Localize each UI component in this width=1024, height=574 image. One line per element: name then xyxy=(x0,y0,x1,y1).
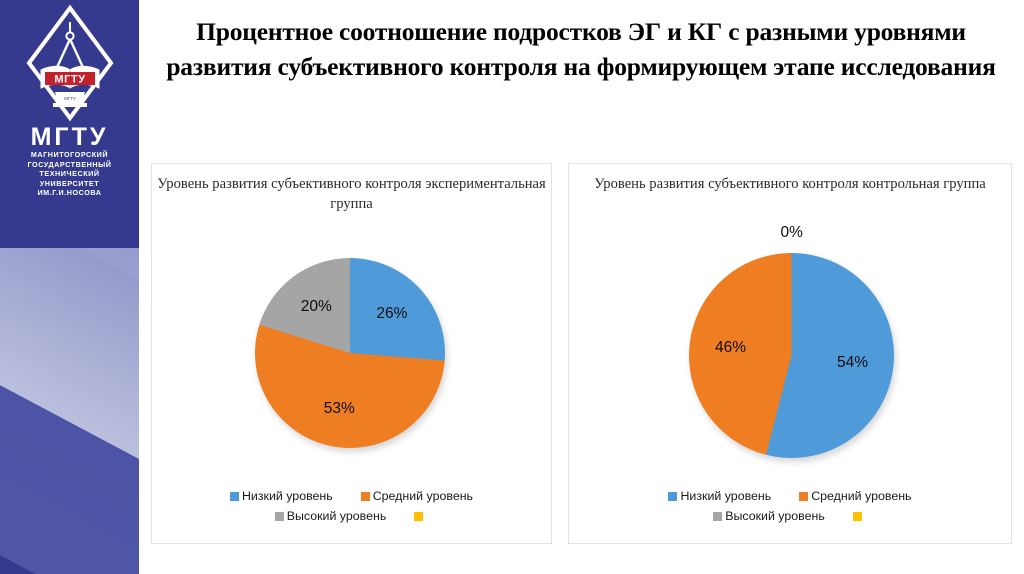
logo-subtitle-line-4: УНИВЕРСИТЕТ xyxy=(39,178,100,188)
legend-row-1: Низкий уровень Средний уровень xyxy=(152,489,551,503)
legend-item-fourth-series[interactable] xyxy=(414,511,428,521)
legend-swatch-medium xyxy=(360,491,370,501)
legend-swatch-fourth xyxy=(414,511,424,521)
legend-label-high: Высокий уровень xyxy=(725,509,825,523)
chart-title-left: Уровень развития субъективного контроля … xyxy=(157,176,546,212)
logo-subtitle-line-5: ИМ.Г.И.НОСОВА xyxy=(37,188,102,198)
svg-text:МГТУ: МГТУ xyxy=(54,74,85,86)
legend-label-medium: Средний уровень xyxy=(372,489,474,503)
legend-item-medium-level[interactable]: Средний уровень xyxy=(799,489,912,503)
logo-emblem-icon: МГТУ МГТУ xyxy=(25,4,115,122)
pie-slice-label-high: 0% xyxy=(780,223,803,241)
legend-row-2: Высокий уровень xyxy=(152,509,551,523)
pie-slice-label-low: 26% xyxy=(376,305,408,323)
logo-subtitle-line-3: ТЕХНИЧЕСКИЙ xyxy=(39,169,100,179)
chart-panel-experimental-group[interactable]: Уровень развития субъективного контроля … xyxy=(151,163,552,544)
university-logo: МГТУ МГТУ МГТУ МАГНИТОГОРСКИЙ ГОСУДАРСТВ… xyxy=(0,4,139,198)
svg-text:МГТУ: МГТУ xyxy=(64,96,76,101)
legend-label-low: Низкий уровень xyxy=(241,489,333,503)
logo-subtitle-line-1: МАГНИТОГОРСКИЙ xyxy=(30,150,109,159)
legend-row-2: Высокий уровень xyxy=(569,509,1011,523)
legend-item-low-level[interactable]: Низкий уровень xyxy=(229,489,333,503)
pie-chart-control-group[interactable]: 54% 46% 0% xyxy=(689,224,894,458)
legend-label-medium: Средний уровень xyxy=(811,489,912,503)
legend-swatch-high xyxy=(713,511,723,521)
legend-label-low: Низкий уровень xyxy=(680,489,772,503)
pie-slice-label-high: 20% xyxy=(300,298,332,316)
pie-chart-experimental-group[interactable]: 26% 53% 20% xyxy=(255,258,445,448)
legend-swatch-fourth xyxy=(852,511,862,521)
slide-title: Процентное соотношение подростков ЭГ и К… xyxy=(166,17,996,81)
legend-item-medium-level[interactable]: Средний уровень xyxy=(360,489,474,503)
logo-wordmark: МГТУ xyxy=(30,123,109,151)
chart-legend-left: Низкий уровень Средний уровень Высокий у… xyxy=(152,489,551,529)
chart-title-right: Уровень развития субъективного контроля … xyxy=(594,176,986,192)
pie-graphic-right xyxy=(689,253,894,458)
legend-row-1: Низкий уровень Средний уровень xyxy=(569,489,1011,503)
legend-item-high-level[interactable]: Высокий уровень xyxy=(713,509,825,523)
legend-swatch-low xyxy=(668,491,678,501)
legend-swatch-high xyxy=(274,511,284,521)
legend-item-low-level[interactable]: Низкий уровень xyxy=(668,489,771,503)
pie-slice-label-medium: 46% xyxy=(714,338,747,356)
logo-subtitle-line-2: ГОСУДАРСТВЕННЫЙ xyxy=(27,159,112,169)
pie-slice-label-low: 54% xyxy=(837,354,869,372)
legend-swatch-medium xyxy=(799,491,809,501)
legend-item-fourth-series[interactable] xyxy=(852,511,867,521)
legend-item-high-level[interactable]: Высокий уровень xyxy=(274,509,387,523)
legend-swatch-low xyxy=(229,491,239,501)
chart-panel-control-group[interactable]: Уровень развития субъективного контроля … xyxy=(568,163,1012,544)
pie-graphic-left xyxy=(255,258,445,448)
legend-label-high: Высокий уровень xyxy=(286,509,387,523)
pie-slice-label-medium: 53% xyxy=(323,399,355,417)
chart-legend-right: Низкий уровень Средний уровень Высокий у… xyxy=(569,489,1011,529)
